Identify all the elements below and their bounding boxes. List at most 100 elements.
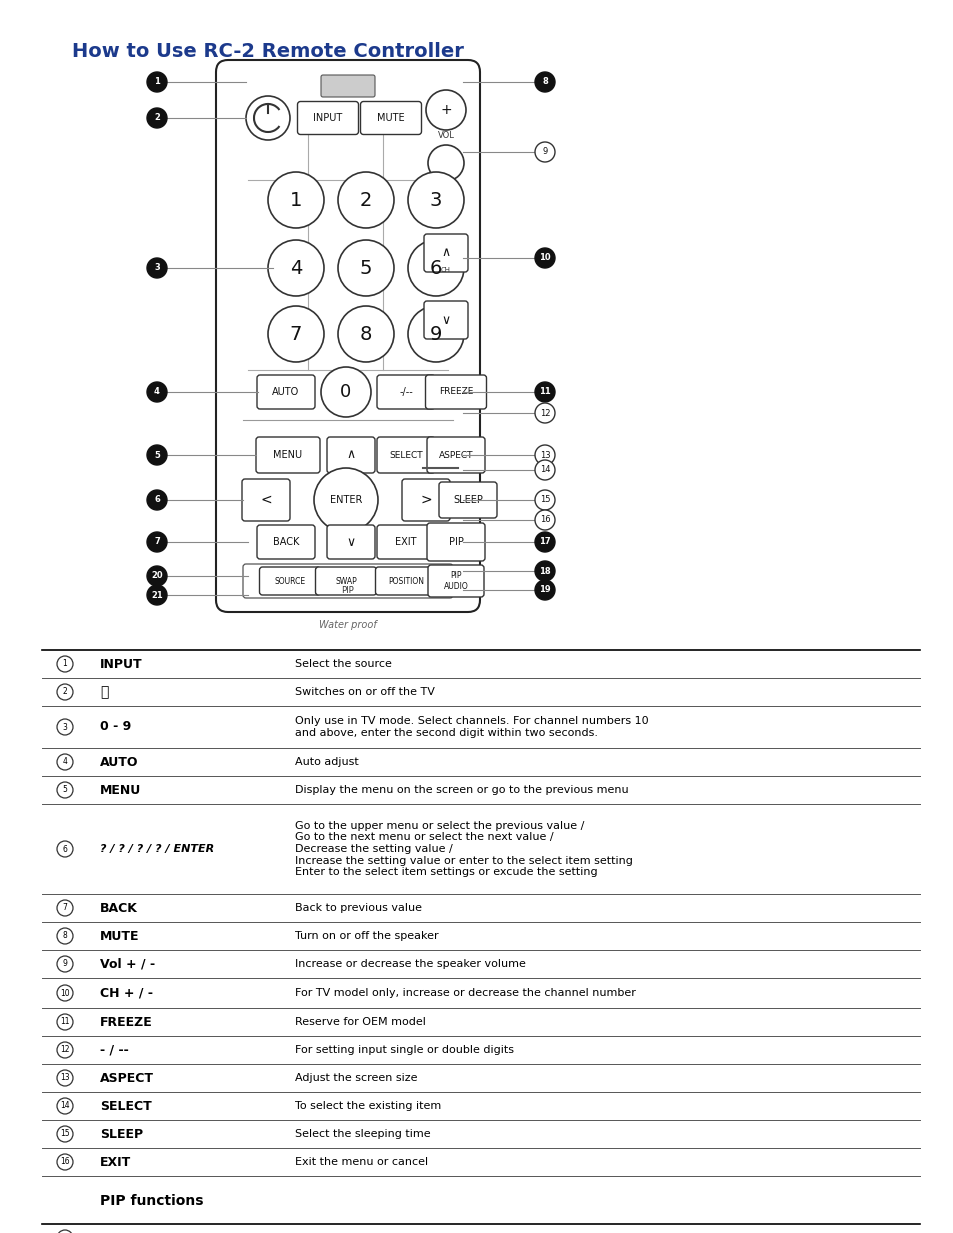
Text: PIP
AUDIO: PIP AUDIO [443,571,468,591]
Circle shape [57,684,73,700]
Text: To select the existing item: To select the existing item [294,1101,441,1111]
Text: 21: 21 [151,591,163,599]
Circle shape [337,306,394,363]
Text: ASPECT: ASPECT [100,1071,153,1085]
Text: MUTE: MUTE [376,113,404,123]
Text: EXIT: EXIT [395,538,416,547]
Text: SELECT: SELECT [389,450,422,460]
FancyBboxPatch shape [423,301,468,339]
Text: For TV model only, increase or decrease the channel number: For TV model only, increase or decrease … [294,988,636,997]
Text: ∨: ∨ [441,313,450,327]
Text: Only use in TV mode. Select channels. For channel numbers 10
and above, enter th: Only use in TV mode. Select channels. Fo… [294,716,648,737]
Text: SLEEP: SLEEP [453,494,482,506]
Text: EXIT: EXIT [100,1155,132,1169]
Circle shape [535,142,555,162]
Circle shape [268,240,324,296]
Circle shape [147,584,167,605]
Text: 10: 10 [538,254,550,263]
Text: INPUT: INPUT [313,113,342,123]
Text: 19: 19 [538,586,550,594]
Text: 15: 15 [60,1129,70,1138]
Text: ? / ? / ? / ? / ENTER: ? / ? / ? / ? / ENTER [100,845,214,854]
Text: 1: 1 [153,78,160,86]
Circle shape [337,240,394,296]
Text: 10: 10 [60,989,70,997]
Text: 9: 9 [542,148,547,157]
Text: ASPECT: ASPECT [438,450,473,460]
Text: 6: 6 [430,259,442,277]
Circle shape [535,510,555,530]
Text: FREEZE: FREEZE [438,387,473,397]
Circle shape [147,72,167,92]
Text: 20: 20 [151,572,163,581]
Text: 8: 8 [359,324,372,344]
Text: INPUT: INPUT [100,657,143,671]
Circle shape [57,956,73,972]
FancyBboxPatch shape [256,525,314,559]
Circle shape [268,306,324,363]
Text: Select the sleeping time: Select the sleeping time [294,1129,430,1139]
Circle shape [147,566,167,586]
Text: SWAP: SWAP [335,577,356,586]
Text: CH + / -: CH + / - [100,986,152,1000]
Text: ⏻: ⏻ [100,686,109,699]
Circle shape [57,656,73,672]
Text: 8: 8 [541,78,547,86]
FancyBboxPatch shape [376,375,435,409]
Text: 9: 9 [430,324,442,344]
Text: 14: 14 [539,466,550,475]
Text: Increase or decrease the speaker volume: Increase or decrease the speaker volume [294,959,525,969]
Text: ENTER: ENTER [330,494,362,506]
Text: - / --: - / -- [100,1043,129,1057]
Text: 4: 4 [63,757,68,767]
Text: 2: 2 [359,191,372,210]
Text: 5: 5 [359,259,372,277]
Text: BACK: BACK [273,538,299,547]
Text: 1: 1 [63,660,68,668]
Circle shape [57,1070,73,1086]
Circle shape [535,403,555,423]
Circle shape [320,367,371,417]
Text: 0 - 9: 0 - 9 [100,720,132,734]
Circle shape [147,531,167,552]
Text: POSITION: POSITION [388,577,423,586]
Circle shape [535,561,555,581]
Text: MENU: MENU [100,783,141,797]
Text: SELECT: SELECT [100,1100,152,1112]
Circle shape [535,580,555,600]
Circle shape [57,1099,73,1113]
Text: Turn on or off the speaker: Turn on or off the speaker [294,931,438,941]
Circle shape [57,985,73,1001]
Circle shape [268,171,324,228]
Text: 4: 4 [290,259,302,277]
Circle shape [426,90,465,129]
FancyBboxPatch shape [427,523,484,561]
Text: PIP functions: PIP functions [100,1194,203,1208]
Circle shape [535,531,555,552]
Text: 6: 6 [153,496,160,504]
FancyBboxPatch shape [375,567,436,596]
FancyBboxPatch shape [401,478,450,522]
Text: <: < [260,493,272,507]
Text: ∧: ∧ [346,449,355,461]
Circle shape [408,171,463,228]
Circle shape [57,900,73,916]
Text: PIP: PIP [100,1232,123,1233]
Text: AUTO: AUTO [100,756,138,768]
Text: SOURCE: SOURCE [274,577,305,586]
Circle shape [147,445,167,465]
Text: 7: 7 [154,538,160,546]
Text: ∨: ∨ [346,535,355,549]
FancyBboxPatch shape [423,234,468,272]
Text: CH: CH [440,268,451,272]
Text: PIP: PIP [341,586,354,596]
Text: AUTO: AUTO [273,387,299,397]
Text: 13: 13 [60,1074,70,1083]
Text: For setting input single or double digits: For setting input single or double digit… [294,1046,514,1055]
Text: VOL: VOL [437,131,454,139]
Text: 16: 16 [60,1158,70,1166]
FancyBboxPatch shape [327,436,375,473]
Circle shape [147,382,167,402]
FancyBboxPatch shape [428,565,483,597]
Text: ∧: ∧ [441,247,450,259]
